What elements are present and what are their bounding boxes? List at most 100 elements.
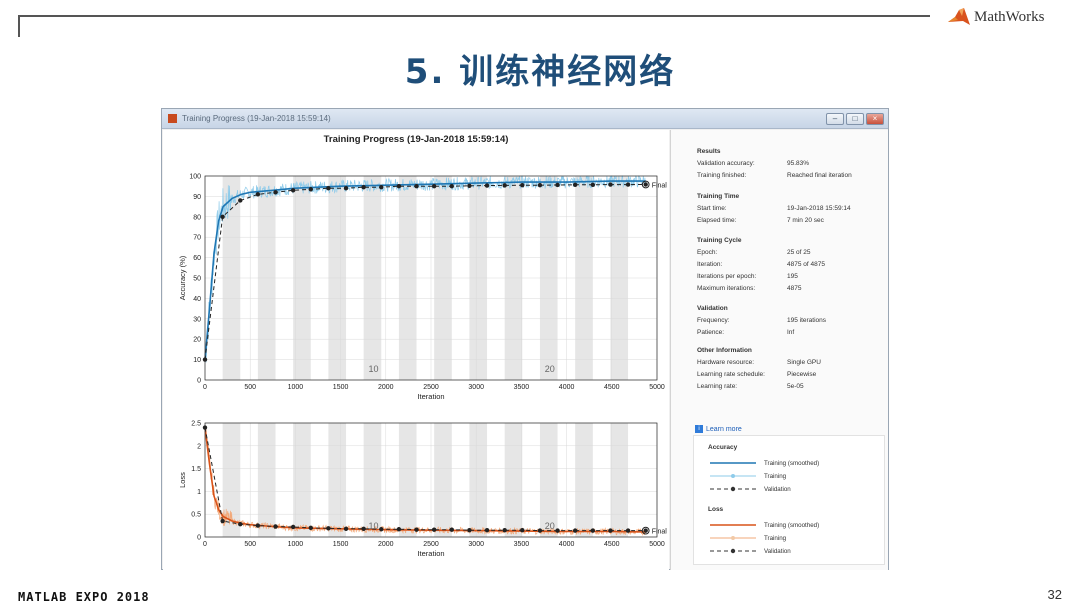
y-tick-label: 30 — [193, 316, 201, 323]
panel-value: Piecewise — [787, 371, 817, 378]
x-axis-label: Iteration — [417, 392, 444, 401]
x-tick-label: 5000 — [649, 384, 665, 391]
panel-key: Patience: — [697, 329, 725, 336]
legend-accuracy-heading: Accuracy — [708, 444, 738, 451]
panel-key: Learning rate: — [697, 383, 738, 390]
epoch-annotation: 20 — [545, 364, 555, 374]
epoch-band — [363, 423, 382, 537]
validation-point — [273, 190, 278, 195]
y-tick-label: 100 — [189, 174, 201, 181]
panel-row: Frequency: 195 iterations — [697, 315, 877, 327]
x-tick-label: 0 — [203, 541, 207, 548]
validation-point — [431, 184, 437, 189]
y-tick-label: 2.5 — [191, 421, 201, 428]
panel-row: Iterations per epoch: 195 — [697, 271, 877, 283]
y-tick-label: 40 — [193, 296, 201, 303]
y-tick-label: 0 — [197, 378, 201, 385]
validation-point — [396, 527, 402, 532]
panel-row: Maximum iterations: 4875 — [697, 283, 877, 295]
validation-point — [572, 528, 578, 533]
learn-more-label: Learn more — [706, 425, 742, 433]
legend-row: Validation — [710, 546, 791, 556]
validation-point — [379, 185, 384, 190]
validation-point — [273, 524, 278, 529]
slide-top-tick — [18, 15, 20, 37]
panel-row: Training finished: Reached final iteratio… — [697, 170, 877, 182]
panel-value: 19-Jan-2018 15:59:14 — [787, 205, 851, 212]
panel-value: 25 of 25 — [787, 249, 811, 256]
validation-point — [326, 526, 331, 531]
validation-point — [431, 527, 437, 532]
panel-key: Iterations per epoch: — [697, 273, 757, 280]
epoch-band — [328, 423, 347, 537]
legend-label: Training (smoothed) — [764, 521, 820, 529]
panel-value: 195 — [787, 273, 798, 280]
panel-row: Validation accuracy: 95.83% — [697, 158, 877, 170]
validation-point — [290, 524, 296, 530]
panel-key: Frequency: — [697, 317, 730, 324]
x-tick-label: 1000 — [288, 384, 304, 391]
x-tick-label: 3500 — [514, 384, 530, 391]
x-tick-label: 500 — [244, 384, 256, 391]
panel-section: Training Time Start time: 19-Jan-2018 15:5… — [697, 193, 877, 227]
y-tick-label: 20 — [193, 337, 201, 344]
validation-point — [643, 528, 648, 533]
validation-point — [361, 526, 366, 531]
validation-point — [238, 522, 243, 527]
panel-row: Learning rate: 5e-05 — [697, 381, 877, 393]
x-tick-label: 3000 — [468, 541, 484, 548]
validation-point — [361, 185, 366, 190]
footer-event: MATLAB EXPO 2018 — [18, 590, 150, 604]
learn-more-link[interactable]: i Learn more — [695, 425, 742, 433]
validation-point — [608, 182, 613, 187]
y-tick-label: 70 — [193, 235, 201, 242]
legend-box: Accuracy Training (smoothed) Training Va… — [693, 435, 885, 565]
slide-title: 5. 训练神经网络 — [404, 52, 676, 92]
epoch-annotation: 20 — [545, 521, 555, 531]
legend-row: Training (smoothed) — [710, 458, 819, 468]
validation-point — [502, 527, 507, 533]
epoch-annotation: 10 — [368, 364, 378, 374]
x-tick-label: 4000 — [559, 541, 575, 548]
legend-label: Training (smoothed) — [764, 459, 820, 467]
panel-section: Other Information Hardware resource: Singl… — [697, 347, 877, 393]
panel-key: Iteration: — [697, 261, 723, 268]
validation-point — [308, 525, 313, 531]
epoch-band — [222, 423, 241, 537]
validation-point — [572, 182, 578, 187]
x-tick-label: 4500 — [604, 541, 620, 548]
maximize-button[interactable]: □ — [846, 113, 864, 125]
panel-section: Training Cycle Epoch: 25 of 25 Iteration: 48… — [697, 237, 877, 295]
y-tick-label: 50 — [193, 276, 201, 283]
panel-key: Training finished: — [697, 172, 747, 179]
panel-section-heading: Training Cycle — [697, 237, 742, 244]
panel-key: Validation accuracy: — [697, 160, 755, 167]
y-axis-label: Loss — [178, 472, 187, 488]
panel-row: Learning rate schedule: Piecewise — [697, 369, 877, 381]
y-tick-label: 1.5 — [191, 466, 201, 473]
validation-point — [625, 182, 631, 187]
panel-value: Inf — [787, 329, 795, 336]
window-titlebar: Training Progress (19-Jan-2018 15:59:14)… — [162, 109, 888, 129]
validation-point — [290, 188, 296, 193]
matlab-app-icon — [168, 114, 177, 123]
panel-value: Single GPU — [787, 359, 821, 366]
minimize-button[interactable]: – — [826, 113, 844, 125]
panel-key: Hardware resource: — [697, 359, 755, 366]
x-tick-label: 5000 — [649, 541, 665, 548]
legend-label: Training — [764, 472, 787, 480]
legend-row: Training (smoothed) — [710, 520, 819, 530]
x-tick-label: 3000 — [468, 384, 484, 391]
x-tick-label: 2000 — [378, 541, 394, 548]
panel-value: 95.83% — [787, 160, 810, 167]
validation-point — [220, 214, 225, 219]
close-button[interactable]: × — [866, 113, 884, 125]
legend-swatch-loss-validation — [710, 548, 756, 554]
validation-point — [502, 183, 507, 188]
validation-point — [449, 184, 454, 189]
epoch-band — [293, 423, 311, 537]
validation-point — [590, 528, 596, 533]
panel-row: Elapsed time: 7 min 20 sec — [697, 215, 877, 227]
y-tick-label: 90 — [193, 194, 201, 201]
membrane-icon — [948, 8, 970, 25]
